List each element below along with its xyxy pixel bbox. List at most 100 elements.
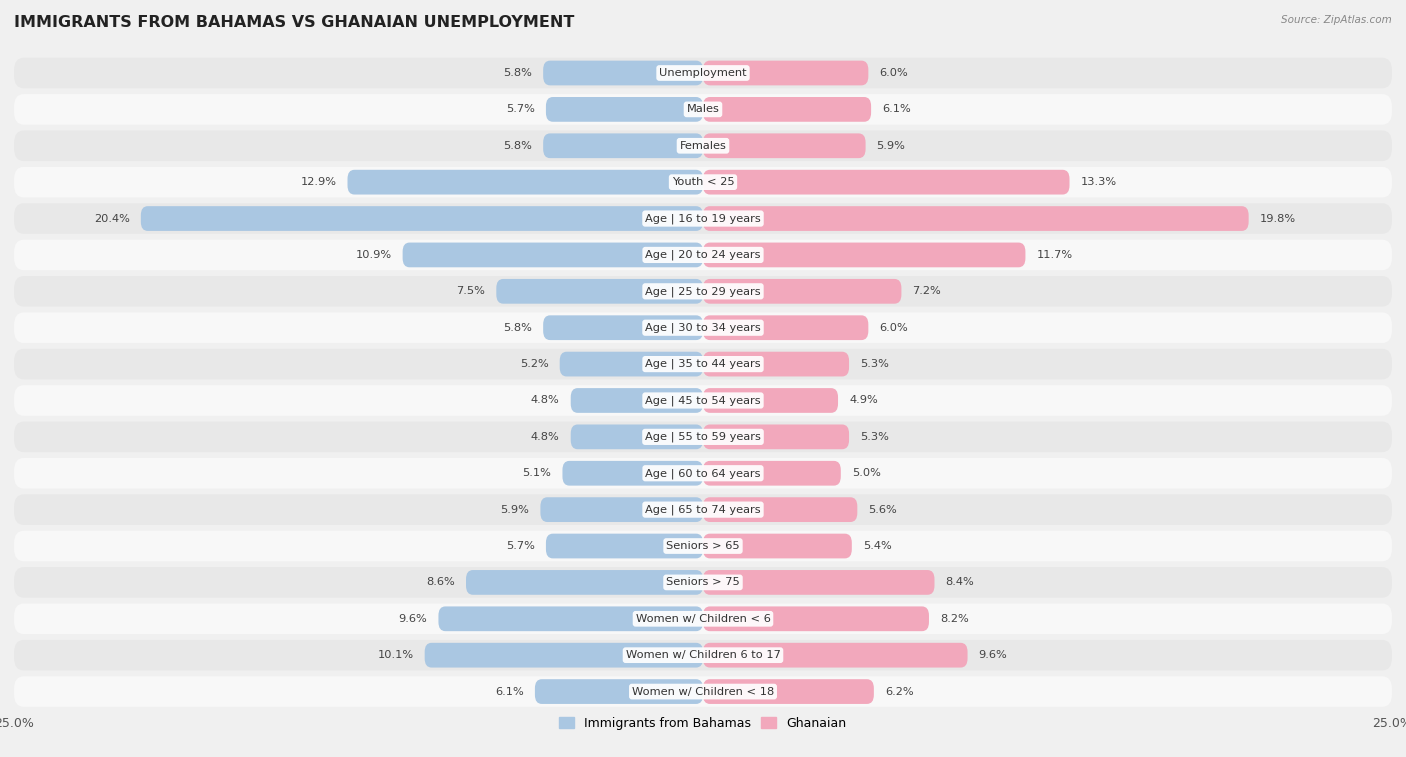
FancyBboxPatch shape: [14, 531, 1392, 561]
Text: IMMIGRANTS FROM BAHAMAS VS GHANAIAN UNEMPLOYMENT: IMMIGRANTS FROM BAHAMAS VS GHANAIAN UNEM…: [14, 15, 575, 30]
FancyBboxPatch shape: [571, 388, 703, 413]
Text: 5.8%: 5.8%: [503, 322, 531, 333]
FancyBboxPatch shape: [425, 643, 703, 668]
Text: 5.3%: 5.3%: [860, 359, 889, 369]
Text: Unemployment: Unemployment: [659, 68, 747, 78]
FancyBboxPatch shape: [560, 352, 703, 376]
Legend: Immigrants from Bahamas, Ghanaian: Immigrants from Bahamas, Ghanaian: [554, 712, 852, 735]
Text: 5.4%: 5.4%: [863, 541, 891, 551]
Text: 11.7%: 11.7%: [1036, 250, 1073, 260]
FancyBboxPatch shape: [14, 313, 1392, 343]
Text: Age | 65 to 74 years: Age | 65 to 74 years: [645, 504, 761, 515]
FancyBboxPatch shape: [14, 422, 1392, 452]
Text: 12.9%: 12.9%: [301, 177, 336, 187]
FancyBboxPatch shape: [703, 570, 935, 595]
FancyBboxPatch shape: [703, 352, 849, 376]
Text: 20.4%: 20.4%: [94, 213, 129, 223]
FancyBboxPatch shape: [543, 61, 703, 86]
FancyBboxPatch shape: [703, 97, 872, 122]
Text: 8.6%: 8.6%: [426, 578, 456, 587]
FancyBboxPatch shape: [703, 425, 849, 449]
Text: 6.2%: 6.2%: [884, 687, 914, 696]
Text: 6.1%: 6.1%: [495, 687, 524, 696]
Text: 4.9%: 4.9%: [849, 395, 877, 406]
FancyBboxPatch shape: [439, 606, 703, 631]
FancyBboxPatch shape: [703, 133, 866, 158]
FancyBboxPatch shape: [703, 497, 858, 522]
FancyBboxPatch shape: [543, 316, 703, 340]
FancyBboxPatch shape: [546, 97, 703, 122]
Text: 5.9%: 5.9%: [501, 505, 530, 515]
Text: Source: ZipAtlas.com: Source: ZipAtlas.com: [1281, 15, 1392, 25]
FancyBboxPatch shape: [703, 279, 901, 304]
Text: 5.2%: 5.2%: [520, 359, 548, 369]
FancyBboxPatch shape: [14, 676, 1392, 707]
Text: 8.4%: 8.4%: [945, 578, 974, 587]
FancyBboxPatch shape: [534, 679, 703, 704]
FancyBboxPatch shape: [546, 534, 703, 559]
Text: 7.2%: 7.2%: [912, 286, 941, 296]
FancyBboxPatch shape: [465, 570, 703, 595]
FancyBboxPatch shape: [703, 170, 1070, 195]
FancyBboxPatch shape: [703, 242, 1025, 267]
Text: Age | 55 to 59 years: Age | 55 to 59 years: [645, 431, 761, 442]
FancyBboxPatch shape: [540, 497, 703, 522]
Text: 5.1%: 5.1%: [523, 469, 551, 478]
Text: 9.6%: 9.6%: [399, 614, 427, 624]
FancyBboxPatch shape: [14, 603, 1392, 634]
Text: 5.9%: 5.9%: [876, 141, 905, 151]
Text: Females: Females: [679, 141, 727, 151]
FancyBboxPatch shape: [141, 206, 703, 231]
FancyBboxPatch shape: [14, 349, 1392, 379]
Text: 13.3%: 13.3%: [1081, 177, 1116, 187]
Text: 19.8%: 19.8%: [1260, 213, 1296, 223]
Text: 5.3%: 5.3%: [860, 431, 889, 442]
Text: Age | 20 to 24 years: Age | 20 to 24 years: [645, 250, 761, 260]
Text: Age | 30 to 34 years: Age | 30 to 34 years: [645, 322, 761, 333]
FancyBboxPatch shape: [14, 240, 1392, 270]
FancyBboxPatch shape: [14, 58, 1392, 89]
Text: 4.8%: 4.8%: [531, 431, 560, 442]
Text: 6.1%: 6.1%: [882, 104, 911, 114]
Text: 9.6%: 9.6%: [979, 650, 1007, 660]
FancyBboxPatch shape: [14, 640, 1392, 671]
Text: Age | 35 to 44 years: Age | 35 to 44 years: [645, 359, 761, 369]
FancyBboxPatch shape: [14, 204, 1392, 234]
FancyBboxPatch shape: [14, 385, 1392, 416]
FancyBboxPatch shape: [703, 206, 1249, 231]
FancyBboxPatch shape: [703, 461, 841, 486]
FancyBboxPatch shape: [347, 170, 703, 195]
FancyBboxPatch shape: [14, 567, 1392, 598]
FancyBboxPatch shape: [703, 388, 838, 413]
FancyBboxPatch shape: [14, 94, 1392, 125]
Text: Youth < 25: Youth < 25: [672, 177, 734, 187]
Text: Age | 25 to 29 years: Age | 25 to 29 years: [645, 286, 761, 297]
FancyBboxPatch shape: [703, 606, 929, 631]
Text: Males: Males: [686, 104, 720, 114]
Text: Age | 60 to 64 years: Age | 60 to 64 years: [645, 468, 761, 478]
Text: 6.0%: 6.0%: [879, 322, 908, 333]
FancyBboxPatch shape: [543, 133, 703, 158]
Text: 5.7%: 5.7%: [506, 104, 534, 114]
FancyBboxPatch shape: [14, 276, 1392, 307]
FancyBboxPatch shape: [703, 643, 967, 668]
Text: Age | 16 to 19 years: Age | 16 to 19 years: [645, 213, 761, 224]
FancyBboxPatch shape: [703, 61, 869, 86]
Text: 8.2%: 8.2%: [941, 614, 969, 624]
FancyBboxPatch shape: [562, 461, 703, 486]
Text: Age | 45 to 54 years: Age | 45 to 54 years: [645, 395, 761, 406]
Text: 5.6%: 5.6%: [869, 505, 897, 515]
Text: 5.8%: 5.8%: [503, 141, 531, 151]
Text: 5.0%: 5.0%: [852, 469, 880, 478]
Text: 5.8%: 5.8%: [503, 68, 531, 78]
Text: 10.1%: 10.1%: [378, 650, 413, 660]
FancyBboxPatch shape: [703, 679, 875, 704]
FancyBboxPatch shape: [14, 458, 1392, 488]
Text: Seniors > 75: Seniors > 75: [666, 578, 740, 587]
Text: Women w/ Children 6 to 17: Women w/ Children 6 to 17: [626, 650, 780, 660]
FancyBboxPatch shape: [14, 130, 1392, 161]
Text: Seniors > 65: Seniors > 65: [666, 541, 740, 551]
Text: 4.8%: 4.8%: [531, 395, 560, 406]
FancyBboxPatch shape: [496, 279, 703, 304]
Text: 6.0%: 6.0%: [879, 68, 908, 78]
